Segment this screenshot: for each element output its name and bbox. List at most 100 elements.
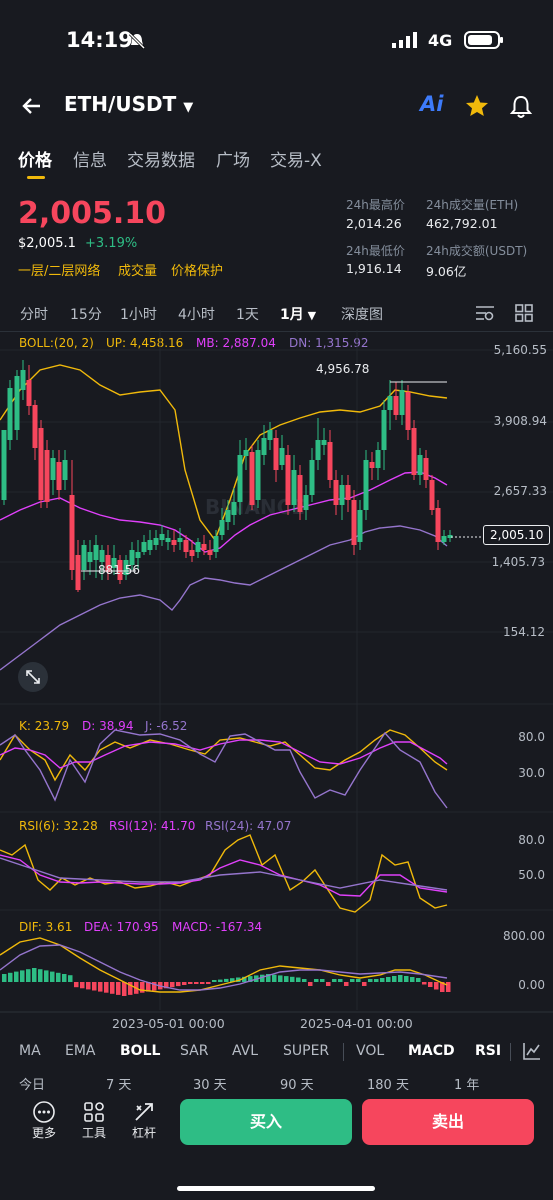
price-chart[interactable]: BINANCE xyxy=(0,330,553,1038)
tab-price[interactable]: 价格 xyxy=(18,151,52,171)
tab-info[interactable]: 信息 xyxy=(73,151,107,171)
boll-dn: DN: 1,315.92 xyxy=(289,336,369,350)
ind-super[interactable]: SUPER xyxy=(283,1043,330,1059)
macd-histogram-bar xyxy=(338,979,343,982)
more-button[interactable]: 更多 xyxy=(24,1100,64,1141)
macd-histogram-bar xyxy=(296,977,301,982)
range-180d[interactable]: 180 天 xyxy=(367,1078,409,1093)
rsi-6: RSI(6): 32.28 xyxy=(19,819,98,833)
macd-histogram-bar xyxy=(128,982,133,995)
range-30d[interactable]: 30 天 xyxy=(193,1078,227,1093)
macd-histogram-bar xyxy=(26,969,31,982)
ind-rsi[interactable]: RSI xyxy=(475,1043,502,1059)
indicator-settings-icon[interactable] xyxy=(522,1041,542,1061)
macd-dea-line xyxy=(0,944,448,991)
ind-boll[interactable]: BOLL xyxy=(120,1043,161,1059)
candle-body xyxy=(111,558,117,568)
macd-histogram-bar xyxy=(74,982,79,988)
tf-depth[interactable]: 深度图 xyxy=(341,307,383,323)
rsi-12-line xyxy=(0,854,448,897)
macd-histogram-bar xyxy=(350,979,355,982)
candle-body xyxy=(213,536,219,552)
candle-body xyxy=(315,440,321,460)
macd-histogram-bar xyxy=(278,975,283,982)
ind-ma[interactable]: MA xyxy=(19,1043,41,1059)
macd-histogram-bar xyxy=(68,975,73,982)
candle-body xyxy=(195,542,201,552)
pair-selector[interactable]: ETH/USDT ▼ xyxy=(64,92,193,116)
macd-histogram-bar xyxy=(188,982,193,984)
tag-price-protection[interactable]: 价格保护 xyxy=(171,264,224,279)
macd-histogram-bar xyxy=(110,982,115,994)
fullscreen-button[interactable] xyxy=(18,662,48,692)
candle-body xyxy=(333,480,339,505)
leverage-button[interactable]: 杠杆 xyxy=(124,1100,164,1141)
macd-histogram-bar xyxy=(194,982,199,984)
tools-button[interactable]: 工具 xyxy=(74,1100,114,1141)
range-7d[interactable]: 7 天 xyxy=(106,1078,132,1093)
tf-1h[interactable]: 1小时 xyxy=(120,307,157,323)
candle-body xyxy=(393,396,399,415)
candle-body xyxy=(7,388,13,440)
tf-4h[interactable]: 4小时 xyxy=(178,307,215,323)
tab-trade-x[interactable]: 交易-X xyxy=(270,151,322,171)
chart-settings-icon[interactable] xyxy=(474,303,496,323)
candle-body xyxy=(105,555,111,572)
macd-histogram-bar xyxy=(164,982,169,989)
status-bar: 14:19 4G xyxy=(0,0,553,80)
tf-15m[interactable]: 15分 xyxy=(70,307,102,323)
buy-button[interactable]: 买入 xyxy=(180,1099,352,1145)
ai-button[interactable]: Ai xyxy=(420,92,444,116)
favorite-star-icon[interactable] xyxy=(464,93,490,119)
candle-body xyxy=(387,396,393,410)
tf-1month[interactable]: 1月 ▼ xyxy=(280,304,316,324)
range-1y[interactable]: 1 年 xyxy=(454,1078,480,1093)
current-price-tag: 2,005.10 xyxy=(483,525,551,545)
macd-histogram-bar xyxy=(122,982,127,996)
tf-line[interactable]: 分时 xyxy=(20,307,48,323)
alert-bell-icon[interactable] xyxy=(508,94,534,120)
ind-vol[interactable]: VOL xyxy=(356,1043,385,1059)
volume-eth-value: 462,792.01 xyxy=(426,216,498,231)
candle-body xyxy=(261,438,267,455)
candle-body xyxy=(297,475,303,512)
macd-histogram-bar xyxy=(242,976,247,982)
macd-histogram-bar xyxy=(56,972,61,982)
candle-body xyxy=(50,458,56,480)
candle-body xyxy=(429,480,435,510)
tag-volume[interactable]: 成交量 xyxy=(118,264,158,279)
macd-histogram-bar xyxy=(368,979,373,982)
sell-button[interactable]: 卖出 xyxy=(362,1099,534,1145)
tag-layer[interactable]: 一层/二层网络 xyxy=(18,264,101,279)
range-90d[interactable]: 90 天 xyxy=(280,1078,314,1093)
ind-avl[interactable]: AVL xyxy=(232,1043,259,1059)
axis-price-3: 2,657.33 xyxy=(493,484,547,498)
macd-histogram-bar xyxy=(20,970,25,982)
rsi-axis-50: 50.0 xyxy=(518,868,545,882)
candle-body xyxy=(309,460,315,495)
candle-body xyxy=(159,534,165,540)
tab-square[interactable]: 广场 xyxy=(216,151,250,171)
layout-grid-icon[interactable] xyxy=(514,303,534,323)
macd-histogram-bar xyxy=(272,974,277,982)
candle-body xyxy=(447,535,453,538)
ind-ema[interactable]: EMA xyxy=(65,1043,96,1059)
macd-histogram-bar xyxy=(152,982,157,991)
macd-histogram-bar xyxy=(80,982,85,989)
boll-mb: MB: 2,887.04 xyxy=(196,336,276,350)
back-arrow-icon[interactable] xyxy=(20,94,44,118)
macd-histogram-bar xyxy=(428,982,433,987)
volume-usdt-value: 9.06亿 xyxy=(426,264,467,279)
candle-body xyxy=(255,450,261,500)
candle-body xyxy=(177,538,183,542)
axis-price-1: 5,160.55 xyxy=(493,343,547,357)
macd-histogram-bar xyxy=(230,978,235,982)
candle-body xyxy=(69,495,75,570)
tab-trading-data[interactable]: 交易数据 xyxy=(127,151,195,171)
range-today[interactable]: 今日 xyxy=(19,1078,46,1093)
ind-sar[interactable]: SAR xyxy=(180,1043,209,1059)
boll-label: BOLL:(20, 2) xyxy=(19,336,94,350)
macd-histogram-bar xyxy=(290,976,295,982)
ind-macd[interactable]: MACD xyxy=(408,1043,455,1059)
tf-1d[interactable]: 1天 xyxy=(236,307,259,323)
